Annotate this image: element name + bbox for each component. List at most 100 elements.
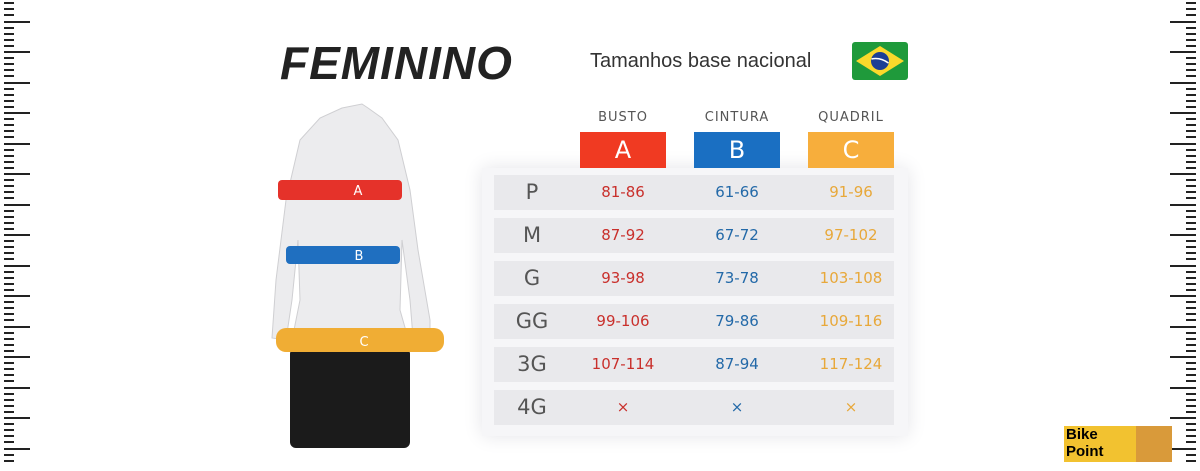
ruler-tick	[1186, 441, 1196, 444]
ruler-tick	[1186, 276, 1196, 279]
ruler-tick	[4, 26, 14, 29]
ruler-tick	[1170, 142, 1196, 145]
size-label: M	[522, 223, 542, 247]
ruler-tick	[1186, 252, 1196, 255]
ruler-tick	[1186, 130, 1196, 133]
ruler-tick	[4, 215, 14, 218]
ruler-tick	[1186, 124, 1196, 127]
band-c-label: C	[359, 335, 368, 350]
ruler-tick	[4, 410, 14, 413]
page-title: FEMININO	[280, 37, 513, 89]
measurement-cell: 117-124	[819, 355, 883, 373]
ruler-tick	[1186, 246, 1196, 249]
ruler-tick	[4, 20, 30, 23]
ruler-tick	[4, 93, 14, 96]
ruler-tick	[4, 392, 14, 395]
ruler-tick	[1186, 93, 1196, 96]
ruler-tick	[4, 368, 14, 371]
ruler-tick	[1170, 81, 1196, 84]
ruler-tick	[4, 38, 14, 41]
ruler-tick	[1170, 325, 1196, 328]
ruler-tick	[4, 166, 14, 169]
ruler-tick	[1170, 51, 1196, 53]
ruler-tick	[4, 32, 14, 35]
ruler-tick	[4, 276, 14, 279]
ruler-tick	[1186, 349, 1196, 352]
ruler-tick	[1186, 148, 1196, 151]
ruler-tick	[4, 124, 14, 127]
ruler-tick	[4, 331, 14, 334]
ruler-tick	[1186, 215, 1196, 218]
ruler-tick	[1170, 356, 1196, 358]
ruler-tick	[1186, 398, 1196, 401]
ruler-tick	[1170, 234, 1196, 236]
ruler-tick	[1186, 44, 1196, 47]
ruler-tick	[4, 105, 14, 108]
ruler-tick	[4, 130, 14, 133]
ruler-tick	[1186, 307, 1196, 310]
ruler-tick	[4, 191, 14, 194]
ruler-tick	[1186, 87, 1196, 90]
band-a-label: A	[354, 184, 363, 199]
measurement-cell: 109-116	[819, 312, 883, 330]
ruler-tick	[4, 160, 14, 163]
ruler-tick	[4, 423, 14, 426]
column-header: QUADRIL	[818, 110, 884, 125]
measurement-cell: ×	[616, 398, 630, 416]
ruler-tick	[4, 258, 14, 261]
ruler-tick	[1186, 423, 1196, 426]
ruler-tick	[4, 313, 14, 316]
table-row: 3G 107-114 87-94 117-124	[494, 347, 894, 382]
ruler-tick	[4, 325, 30, 328]
ruler-tick	[4, 349, 14, 352]
ruler-tick	[1170, 295, 1196, 297]
ruler-tick	[1186, 191, 1196, 194]
ruler-tick	[4, 112, 30, 114]
ruler-tick	[1186, 319, 1196, 322]
ruler-tick	[4, 307, 14, 310]
ruler-tick	[4, 246, 14, 249]
measurement-cell: 67-72	[715, 226, 759, 244]
ruler-tick	[4, 252, 14, 255]
ruler-tick	[4, 44, 14, 47]
ruler-tick	[4, 459, 14, 462]
ruler-tick	[4, 240, 14, 243]
ruler-tick	[1186, 313, 1196, 316]
ruler-tick	[4, 51, 30, 53]
table-row: 4G × × ×	[494, 390, 894, 425]
ruler-tick	[1186, 99, 1196, 102]
ruler-tick	[4, 227, 14, 230]
ruler-tick	[4, 386, 30, 389]
ruler-tick	[1186, 331, 1196, 334]
ruler-tick	[1186, 136, 1196, 139]
size-label: 4G	[517, 395, 547, 419]
ruler-tick	[4, 87, 14, 90]
jersey-figure: A B C	[271, 103, 444, 448]
ruler-tick	[1186, 209, 1196, 212]
measurement-cell: 97-102	[824, 226, 878, 244]
ruler-tick	[1186, 105, 1196, 108]
ruler-tick	[1186, 374, 1196, 377]
measurement-cell: 103-108	[819, 269, 883, 287]
ruler-tick	[1170, 386, 1196, 389]
ruler-tick	[1170, 20, 1196, 23]
ruler-tick	[4, 404, 14, 407]
column-letter-badge: B	[694, 132, 780, 168]
measurement-cell: 79-86	[715, 312, 759, 330]
ruler-tick	[4, 417, 30, 419]
measurement-cell: ×	[844, 398, 858, 416]
ruler-tick	[4, 57, 14, 60]
ruler-tick	[4, 209, 14, 212]
ruler-tick	[1186, 459, 1196, 462]
ruler-tick	[1186, 154, 1196, 157]
logo-line1: Bike	[1066, 426, 1098, 443]
band-b-label: B	[355, 249, 364, 264]
ruler-tick	[4, 295, 30, 297]
ruler-tick	[4, 99, 14, 102]
ruler-tick	[1186, 63, 1196, 66]
ruler-tick	[1170, 203, 1196, 206]
ruler-tick	[1186, 288, 1196, 291]
ruler-tick	[4, 118, 14, 121]
ruler-tick	[4, 264, 30, 267]
